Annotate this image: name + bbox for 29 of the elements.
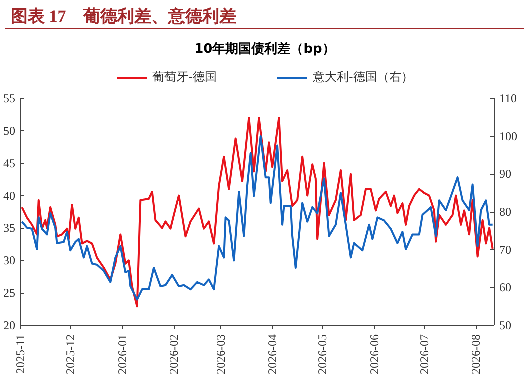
x-tick-label: 2026-07: [417, 334, 432, 374]
y2-tick-label: 80: [500, 205, 512, 219]
legend-label: 意大利-德国（右）: [313, 70, 414, 84]
y-tick-label: 30: [4, 254, 16, 268]
x-tick-label: 2026-04: [266, 334, 280, 374]
legend-label: 葡萄牙-德国: [152, 70, 217, 84]
y2-tick-label: 90: [500, 167, 512, 182]
y2-tick-label: 60: [500, 280, 512, 295]
x-tick-label: 2026-06: [367, 334, 382, 374]
x-tick-label: 2026-02: [167, 334, 182, 374]
chart-title: 10年期国债利差（bp）: [194, 41, 336, 59]
x-tick-label: 2026-03: [214, 334, 228, 374]
y2-tick-label: 70: [500, 242, 512, 257]
y-tick-label: 40: [4, 188, 16, 203]
y-tick-label: 25: [4, 286, 16, 300]
y-tick-label: 50: [4, 124, 16, 138]
y2-tick-label: 50: [500, 318, 512, 332]
y2-tick-label: 100: [500, 129, 518, 144]
y-tick-label: 55: [4, 92, 16, 106]
x-tick-label: 2025-11: [14, 334, 28, 374]
x-tick-label: 2026-01: [115, 334, 130, 374]
x-tick-label: 2026-08: [469, 334, 484, 374]
y-tick-label: 35: [4, 221, 16, 236]
y2-tick-label: 110: [500, 92, 518, 106]
y-tick-label: 20: [4, 318, 16, 332]
x-tick-label: 2026-05: [316, 334, 330, 374]
y-tick-label: 45: [4, 156, 16, 170]
text: 图表 17 葡德利差、意德利差: [11, 6, 236, 28]
x-tick-label: 2025-12: [64, 334, 78, 374]
